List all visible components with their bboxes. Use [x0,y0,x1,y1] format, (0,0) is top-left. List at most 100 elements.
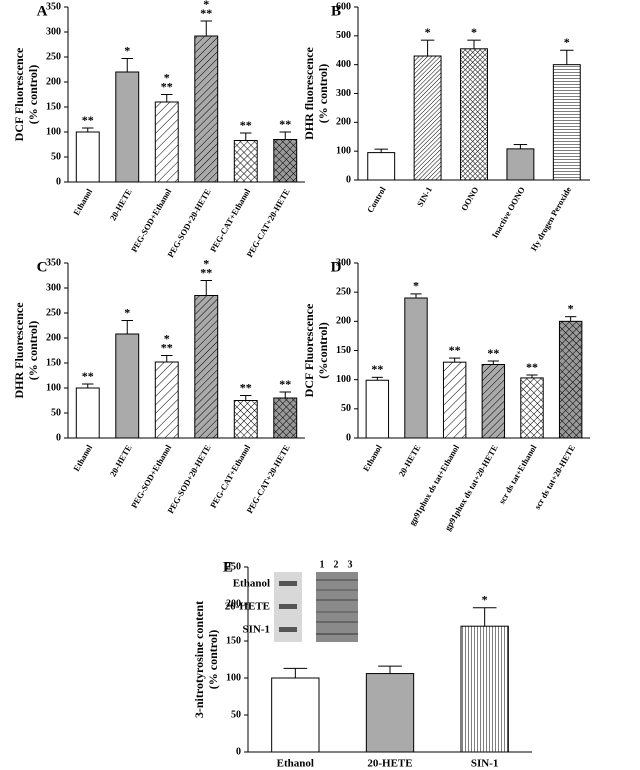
y-tick-label: 100 [336,374,351,385]
y-axis-label: (%control) [316,322,330,378]
panel-label: C [37,259,48,275]
y-tick-label: 50 [51,151,61,162]
y-axis-label: (% control) [26,321,40,380]
x-tick-label: PEG-SOD+20-HETE [165,187,213,259]
significance-mark: * [471,25,477,39]
significance-mark: ** [487,346,499,360]
bar [506,148,535,181]
x-tick-label: PEG-SOD+Ethanol [129,442,174,509]
bar [115,333,140,439]
x-tick-label: scr ds tat+Ethanol [496,442,538,505]
y-axis-label: (% control) [206,630,220,689]
y-axis-label: DCF Fluorescence [12,47,26,141]
significance-mark: ** [279,117,291,131]
x-tick-label: PEG-CAT+20-HETE [244,187,292,259]
y-axis-label: 3-nitrotyrosine content [192,601,206,718]
y-tick-label: 250 [226,561,241,572]
x-tick-label: 20-HETE [108,443,134,479]
x-tick-label: Inactive OONO [489,185,527,240]
bar [154,101,179,183]
bar [273,139,298,183]
y-axis-label: (% control) [26,65,40,124]
y-tick-label: 100 [46,126,61,137]
x-tick-label: Ethanol [71,442,94,473]
bar [273,397,298,439]
bar [481,364,506,439]
y-tick-label: 150 [336,345,351,356]
x-tick-label: Ethanol [277,758,314,770]
panel-label: E [223,559,233,575]
y-axis-label: DHR fluorescence [302,46,316,139]
blot-band [279,627,297,632]
y-tick-label: 150 [226,635,241,646]
x-tick-label: Control [365,184,388,214]
panel-label: A [37,3,48,19]
bar [233,400,258,439]
panel-label: B [331,3,341,19]
y-tick-label: 50 [231,709,241,720]
significance-mark: * [164,331,170,345]
bar [194,295,219,439]
y-tick-label: 0 [56,432,61,443]
y-tick-label: 200 [226,598,241,609]
x-tick-label: SIN-1 [415,185,434,208]
y-tick-label: 200 [46,76,61,87]
x-tick-label: PEG-CAT+Ethanol [208,442,253,509]
significance-mark: * [568,301,574,315]
y-tick-label: 300 [336,88,351,99]
bar [460,48,488,181]
x-tick-label: PEG-SOD+Ethanol [129,186,174,253]
y-tick-label: 250 [336,286,351,297]
bar [552,64,581,181]
bar [442,361,467,439]
y-tick-label: 50 [341,403,351,414]
x-tick-label: PEG-CAT+Ethanol [208,186,253,253]
x-tick-label: scr ds tat+20-HETE [532,443,577,511]
blot-label: 20-HETE [225,601,270,613]
y-axis-label: (% control) [316,64,330,123]
significance-mark: * [203,256,209,270]
y-tick-label: 200 [46,332,61,343]
y-tick-label: 0 [346,432,351,443]
y-tick-label: 350 [46,1,61,12]
lane-number: 1 [320,559,325,570]
y-tick-label: 200 [336,117,351,128]
x-tick-label: Hy drogen Peroxide [528,185,573,253]
blot-label: Ethanol [233,578,270,590]
significance-mark: * [203,0,209,11]
x-tick-label: 20-HETE [396,443,422,479]
bar [194,35,219,183]
bar [558,320,583,439]
y-tick-label: 300 [46,282,61,293]
bar [404,297,428,439]
bar [520,377,544,439]
significance-mark: * [124,305,130,319]
y-tick-label: 350 [46,257,61,268]
significance-mark: ** [200,6,212,20]
significance-mark: * [482,592,488,606]
significance-mark: ** [82,113,94,127]
blot-band [279,581,297,586]
significance-mark: * [413,279,419,293]
significance-mark: * [164,70,170,84]
lane-number: 3 [348,559,353,570]
bar [460,625,509,753]
x-tick-label: PEG-CAT+20-HETE [244,443,292,515]
lane-number: 2 [334,559,339,570]
bar [365,379,390,439]
bar [75,131,100,183]
y-axis-label: DCF Fluorescence [302,303,316,397]
bar [271,677,320,753]
significance-mark: ** [240,380,252,394]
blot-band [279,604,297,609]
significance-mark: ** [200,265,212,279]
y-tick-label: 0 [236,746,241,757]
blot-inset [274,572,358,642]
blot-image [316,572,358,642]
significance-mark: ** [240,118,252,132]
y-tick-label: 250 [46,307,61,318]
bar [367,152,396,181]
significance-mark: ** [161,340,173,354]
y-tick-label: 0 [346,174,351,185]
